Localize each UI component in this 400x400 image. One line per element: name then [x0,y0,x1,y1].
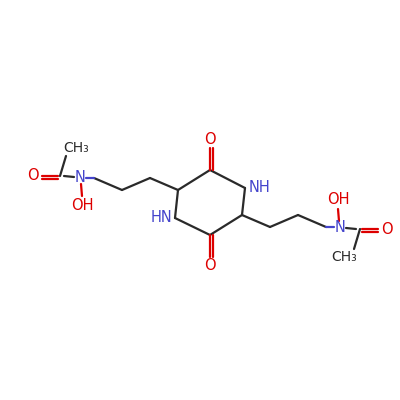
Text: OH: OH [327,192,349,208]
Text: O: O [27,168,39,184]
Text: O: O [204,132,216,146]
Text: CH₃: CH₃ [331,250,357,264]
Text: CH₃: CH₃ [63,141,89,155]
Text: O: O [204,258,216,274]
Text: OH: OH [71,198,93,212]
Text: N: N [334,220,346,234]
Text: O: O [381,222,393,236]
Text: HN: HN [150,210,172,226]
Text: NH: NH [248,180,270,196]
Text: N: N [74,170,86,186]
